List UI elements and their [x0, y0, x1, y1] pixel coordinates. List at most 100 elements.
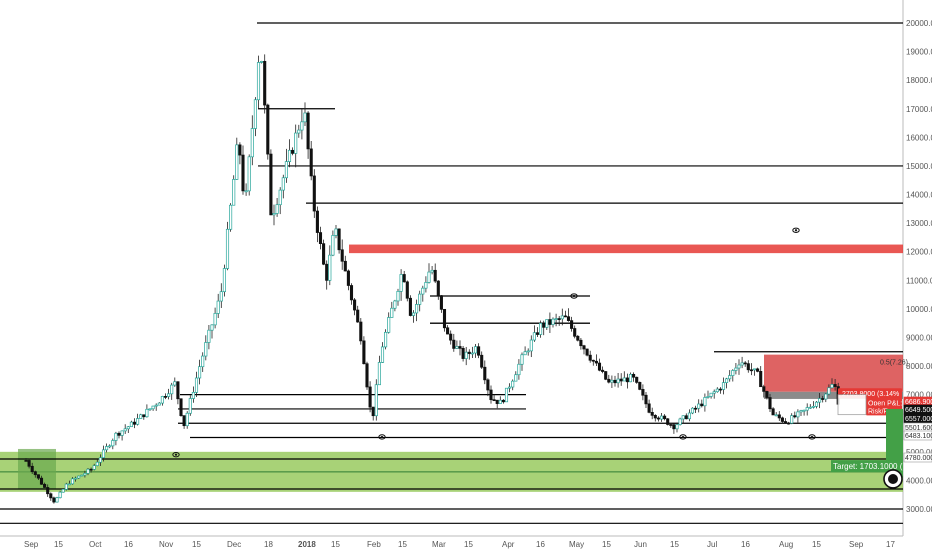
- candle-up[interactable]: [86, 468, 90, 474]
- candle-up[interactable]: [470, 352, 474, 355]
- candle-down[interactable]: [89, 468, 93, 471]
- candle-up[interactable]: [554, 318, 558, 320]
- candle-up[interactable]: [207, 329, 211, 343]
- candle-down[interactable]: [644, 394, 648, 405]
- candle-down[interactable]: [663, 415, 667, 420]
- candle-up[interactable]: [70, 478, 75, 485]
- candle-up[interactable]: [55, 497, 59, 503]
- candle-down[interactable]: [33, 471, 37, 476]
- candle-up[interactable]: [108, 445, 112, 448]
- candle-up[interactable]: [545, 319, 549, 328]
- candle-down[interactable]: [337, 228, 341, 251]
- candle-up[interactable]: [297, 129, 301, 134]
- candle-up[interactable]: [216, 300, 220, 314]
- candle-down[interactable]: [402, 274, 406, 283]
- candle-up[interactable]: [520, 354, 524, 365]
- candle-up[interactable]: [198, 366, 202, 379]
- candle-down[interactable]: [356, 309, 360, 323]
- candle-down[interactable]: [322, 243, 326, 265]
- eye-icon[interactable]: [679, 434, 687, 440]
- candle-down[interactable]: [821, 398, 825, 400]
- candle-down[interactable]: [241, 154, 245, 192]
- candle-down[interactable]: [632, 373, 636, 378]
- candle-down[interactable]: [446, 327, 450, 335]
- candle-down[interactable]: [452, 339, 456, 349]
- candle-down[interactable]: [176, 381, 180, 400]
- candle-down[interactable]: [749, 369, 753, 372]
- candle-down[interactable]: [793, 415, 797, 418]
- candle-down[interactable]: [480, 354, 484, 368]
- candle-down[interactable]: [591, 359, 595, 362]
- candle-down[interactable]: [694, 407, 698, 410]
- candle-up[interactable]: [160, 396, 164, 404]
- candle-down[interactable]: [439, 295, 443, 310]
- candle-up[interactable]: [610, 379, 614, 383]
- candle-up[interactable]: [808, 406, 812, 409]
- candle-down[interactable]: [647, 403, 651, 413]
- candle-down[interactable]: [371, 406, 375, 417]
- candle-up[interactable]: [455, 346, 459, 349]
- candle-down[interactable]: [318, 232, 323, 244]
- candle-up[interactable]: [830, 384, 834, 389]
- candle-up[interactable]: [129, 421, 133, 428]
- candle-up[interactable]: [622, 377, 626, 382]
- candle-down[interactable]: [672, 424, 676, 430]
- candle-up[interactable]: [225, 228, 230, 269]
- candle-up[interactable]: [331, 235, 335, 256]
- candle-down[interactable]: [263, 61, 267, 106]
- candle-up[interactable]: [188, 398, 192, 414]
- candle-up[interactable]: [139, 414, 143, 419]
- candle-down[interactable]: [566, 316, 571, 321]
- candle-up[interactable]: [260, 61, 264, 63]
- candle-up[interactable]: [774, 414, 778, 417]
- candle-up[interactable]: [421, 287, 425, 295]
- candle-down[interactable]: [495, 399, 499, 404]
- candle-down[interactable]: [604, 371, 608, 380]
- candle-up[interactable]: [697, 403, 701, 409]
- candle-up[interactable]: [148, 408, 152, 411]
- candle-up[interactable]: [424, 282, 428, 289]
- candle-down[interactable]: [594, 360, 598, 364]
- candle-up[interactable]: [687, 412, 691, 420]
- price-tag-box[interactable]: [903, 430, 932, 441]
- candle-up[interactable]: [284, 161, 288, 179]
- candle-down[interactable]: [179, 398, 183, 416]
- candle-up[interactable]: [272, 213, 276, 216]
- candle-up[interactable]: [399, 274, 403, 292]
- candle-down[interactable]: [765, 391, 769, 398]
- candle-up[interactable]: [725, 378, 729, 383]
- candle-down[interactable]: [343, 260, 347, 272]
- candle-up[interactable]: [427, 271, 431, 283]
- candle-down[interactable]: [597, 362, 602, 371]
- candle-up[interactable]: [92, 465, 96, 470]
- candle-down[interactable]: [449, 333, 453, 341]
- candle-up[interactable]: [678, 418, 682, 426]
- candle-down[interactable]: [607, 378, 611, 383]
- candle-down[interactable]: [312, 175, 316, 212]
- candle-down[interactable]: [585, 348, 589, 356]
- candle-down[interactable]: [579, 339, 583, 347]
- candle-up[interactable]: [275, 204, 279, 214]
- candle-down[interactable]: [777, 414, 781, 419]
- candle-down[interactable]: [588, 354, 592, 361]
- candle-down[interactable]: [684, 415, 688, 420]
- candle-up[interactable]: [616, 378, 620, 384]
- candle-up[interactable]: [517, 363, 521, 376]
- candle-down[interactable]: [30, 465, 34, 473]
- candle-up[interactable]: [675, 424, 679, 430]
- candle-down[interactable]: [700, 403, 704, 407]
- candle-down[interactable]: [269, 153, 273, 216]
- candle-down[interactable]: [43, 483, 47, 488]
- candle-up[interactable]: [95, 461, 99, 466]
- candle-up[interactable]: [281, 177, 285, 191]
- candle-up[interactable]: [508, 386, 512, 389]
- candle-down[interactable]: [132, 421, 137, 425]
- candle-up[interactable]: [232, 179, 236, 206]
- candle-up[interactable]: [709, 392, 713, 397]
- candle-up[interactable]: [98, 457, 102, 463]
- candle-up[interactable]: [396, 291, 400, 302]
- candle-up[interactable]: [415, 304, 419, 314]
- candle-down[interactable]: [641, 389, 645, 396]
- candle-up[interactable]: [514, 374, 518, 382]
- candle-up[interactable]: [111, 440, 115, 447]
